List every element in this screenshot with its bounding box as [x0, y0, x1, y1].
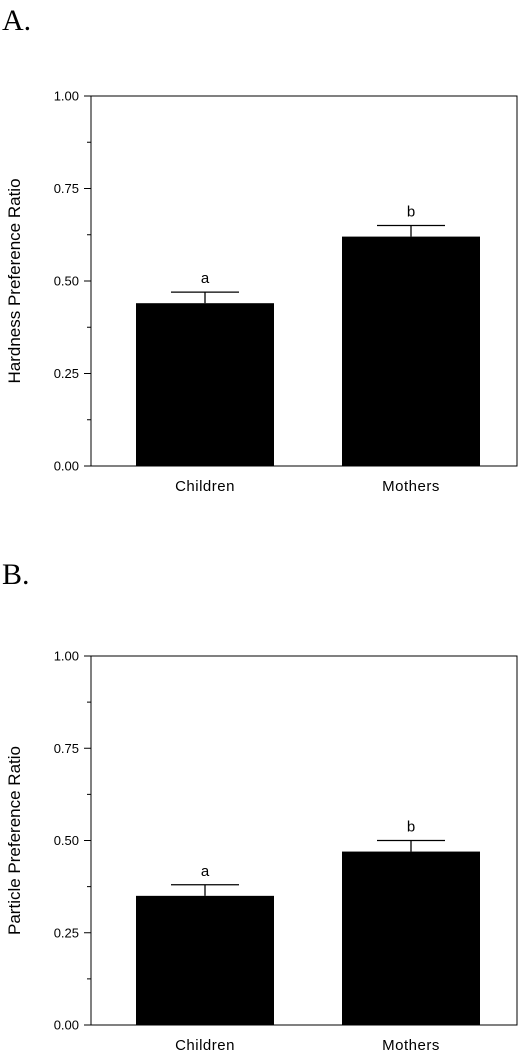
category-label: Children	[175, 1037, 235, 1050]
y-axis-title: Particle Preference Ratio	[5, 746, 24, 935]
significance-label: b	[407, 819, 415, 836]
bar-children	[136, 303, 274, 466]
bar-children	[136, 895, 274, 1025]
y-tick-label: 0.00	[54, 459, 79, 474]
y-tick-label: 0.50	[54, 833, 79, 848]
bar-mothers	[342, 236, 480, 466]
y-tick-label: 1.00	[54, 89, 79, 104]
y-tick-label: 0.00	[54, 1018, 79, 1033]
y-tick-label: 0.25	[54, 366, 79, 381]
significance-label: a	[201, 863, 210, 880]
y-tick-label: 0.75	[54, 181, 79, 196]
bar-mothers	[342, 851, 480, 1025]
significance-label: b	[407, 204, 415, 221]
particle-chart: 0.00 0.25 0.50 0.75 1.00 Particle Preference …	[5, 649, 518, 1050]
y-tick-label: 1.00	[54, 649, 79, 664]
y-tick-label: 0.75	[54, 741, 79, 756]
panel-label-b: B.	[2, 558, 30, 591]
y-axis-title: Hardness Preference Ratio	[5, 178, 24, 383]
category-label: Mothers	[382, 478, 440, 495]
category-label: Mothers	[382, 1037, 440, 1050]
category-label: Children	[175, 478, 235, 495]
significance-label: a	[201, 270, 210, 287]
panel-label-a: A.	[2, 4, 32, 37]
y-tick-label: 0.25	[54, 925, 79, 940]
hardness-chart: 0.00 0.25 0.50 0.75 1.00 Hardness Preference …	[5, 89, 518, 495]
y-tick-label: 0.50	[54, 274, 79, 289]
